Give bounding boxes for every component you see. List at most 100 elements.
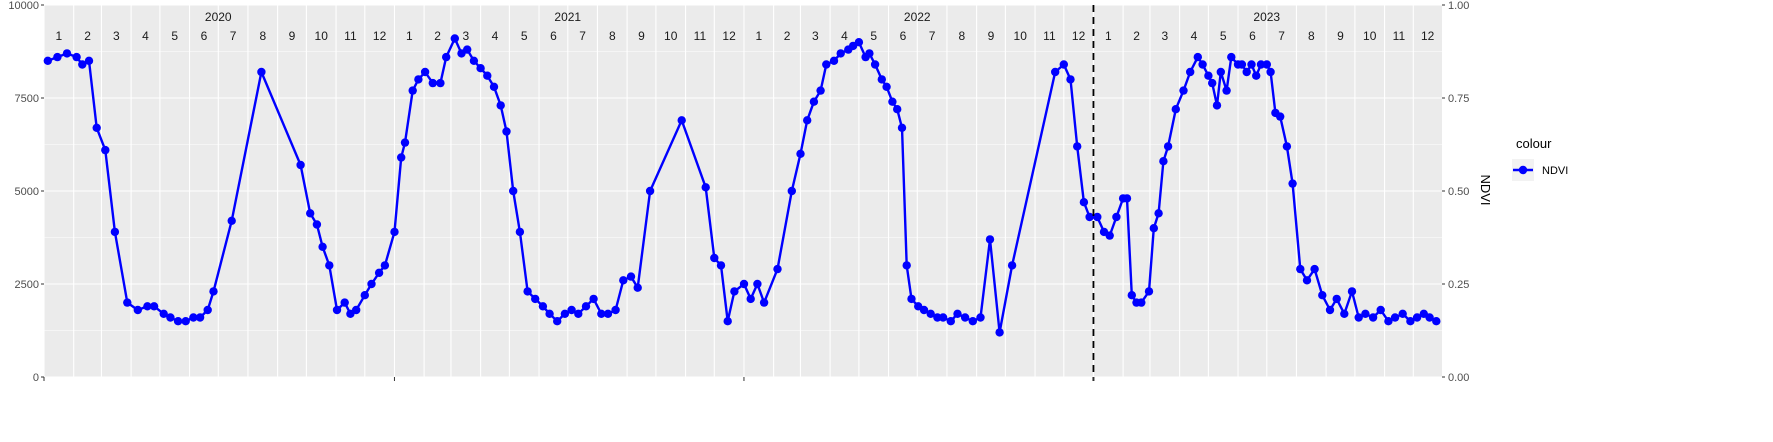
point-ndvi (829, 56, 839, 65)
y-left-tick-label: 0 (33, 372, 39, 384)
point-ndvi (626, 272, 636, 281)
month-label: 1 (1105, 29, 1112, 43)
point-ndvi (374, 268, 384, 277)
point-ndvi (716, 261, 726, 270)
point-ndvi (803, 116, 812, 125)
point-ndvi (822, 60, 831, 69)
point-ndvi (597, 309, 606, 318)
point-ndvi (1296, 264, 1305, 274)
month-label: 11 (1393, 29, 1406, 43)
point-ndvi (1384, 317, 1393, 326)
point-ndvi (483, 71, 492, 80)
month-label: 10 (315, 29, 329, 43)
point-ndvi (1149, 224, 1159, 233)
y-left-tick-label: 10000 (8, 0, 39, 12)
point-ndvi (759, 298, 769, 307)
point-ndvi (746, 294, 755, 304)
point-ndvi (897, 123, 907, 132)
month-label: 1 (755, 29, 762, 43)
month-label: 5 (521, 29, 528, 43)
point-ndvi (1242, 67, 1251, 77)
point-ndvi (397, 153, 406, 162)
month-label: 10 (1014, 29, 1028, 43)
month-label: 8 (958, 29, 965, 43)
point-ndvi (882, 82, 891, 92)
point-ndvi (645, 186, 655, 196)
month-label: 12 (1072, 29, 1086, 43)
month-label: 6 (201, 29, 208, 43)
point-ndvi (1059, 60, 1069, 69)
month-label: 8 (609, 29, 616, 43)
month-label: 4 (492, 29, 499, 43)
point-ndvi (938, 313, 948, 322)
point-ndvi (1154, 209, 1163, 218)
month-label: 7 (929, 29, 936, 43)
point-ndvi (173, 317, 183, 326)
point-ndvi (553, 317, 562, 326)
year-label: 2022 (904, 10, 931, 24)
point-ndvi (1051, 67, 1060, 77)
point-ndvi (502, 127, 511, 136)
point-ndvi (84, 56, 94, 65)
point-ndvi (189, 313, 198, 322)
point-ndvi (919, 305, 929, 315)
point-ndvi (1325, 305, 1335, 315)
point-ndvi (985, 235, 995, 244)
y-axis-left: 0 2500 5000 7500 10000 (8, 0, 44, 384)
point-ndvi (476, 63, 485, 73)
month-label: 6 (550, 29, 557, 43)
point-ndvi (907, 294, 916, 304)
y-left-tick-label: 2500 (15, 279, 39, 291)
point-ndvi (195, 313, 205, 322)
point-ndvi (1340, 309, 1349, 318)
point-ndvi (1085, 212, 1094, 222)
point-ndvi (953, 309, 962, 318)
point-ndvi (181, 317, 190, 326)
point-ndvi (1368, 313, 1378, 322)
month-label: 4 (841, 29, 848, 43)
month-label: 3 (1161, 29, 1168, 43)
point-ndvi (1282, 142, 1292, 151)
point-ndvi (1302, 276, 1312, 285)
point-ndvi (143, 302, 152, 311)
point-ndvi (545, 309, 554, 318)
month-label: 10 (664, 29, 678, 43)
year-label: 2020 (205, 10, 232, 24)
point-ndvi (203, 305, 212, 315)
y-left-tick-label: 7500 (15, 93, 39, 105)
month-label: 11 (344, 29, 357, 43)
point-ndvi (450, 34, 459, 43)
point-ndvi (340, 298, 349, 307)
point-ndvi (870, 60, 880, 69)
point-ndvi (796, 149, 805, 158)
y-right-tick-label: 0.25 (1448, 279, 1469, 291)
point-ndvi (515, 227, 525, 237)
point-ndvi (995, 328, 1004, 337)
point-ndvi (332, 305, 342, 315)
point-ndvi (463, 45, 472, 54)
month-label: 3 (462, 29, 469, 43)
point-ndvi (787, 186, 796, 196)
month-label: 3 (812, 29, 819, 43)
month-label: 2 (1133, 29, 1140, 43)
month-label: 8 (1308, 29, 1315, 43)
month-label: 11 (1043, 29, 1056, 43)
month-label: 12 (373, 29, 387, 43)
point-ndvi (1256, 60, 1266, 69)
point-ndvi (1222, 86, 1231, 95)
point-ndvi (773, 264, 782, 274)
month-label: 1 (55, 29, 62, 43)
year-label: 2023 (1253, 10, 1280, 24)
point-ndvi (489, 82, 499, 92)
point-ndvi (1179, 86, 1188, 95)
point-ndvi (78, 60, 87, 69)
point-ndvi (1376, 305, 1385, 315)
point-ndvi (149, 302, 159, 311)
month-label: 5 (870, 29, 877, 43)
point-ndvi (1066, 75, 1075, 84)
point-ndvi (420, 67, 430, 77)
month-label: 11 (694, 29, 707, 43)
point-ndvi (589, 294, 598, 304)
point-ndvi (360, 291, 369, 300)
point-ndvi (1310, 264, 1319, 274)
